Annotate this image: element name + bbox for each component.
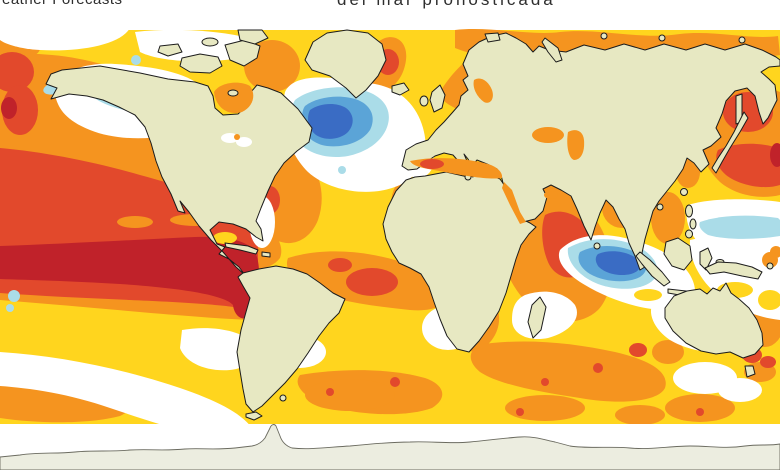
island-sumatra bbox=[635, 251, 671, 287]
island-svalbard bbox=[484, 32, 501, 43]
persian-gulf bbox=[544, 191, 558, 199]
page-title-fragment-en: eather Forecasts bbox=[2, 0, 123, 8]
hudson-bay bbox=[214, 82, 254, 114]
caspian-sea bbox=[567, 130, 585, 160]
continents bbox=[45, 29, 780, 421]
sumatra-cold-blob-core bbox=[595, 251, 641, 276]
island-tierra-del-fuego bbox=[245, 411, 263, 421]
island-britain bbox=[429, 84, 446, 113]
island-cuba bbox=[224, 242, 259, 255]
island-ellesmere bbox=[237, 29, 269, 45]
inland-seas bbox=[214, 78, 585, 224]
island-tasmania bbox=[744, 365, 756, 378]
west-mediterranean-warm bbox=[420, 159, 444, 169]
black-sea bbox=[532, 127, 564, 143]
island-philippines bbox=[685, 204, 693, 218]
red-sea bbox=[502, 182, 526, 224]
island-sulawesi bbox=[699, 247, 713, 271]
island-novaya-zemlya bbox=[541, 37, 563, 63]
island-japan bbox=[711, 111, 749, 174]
island-borneo bbox=[663, 237, 693, 271]
island-new-guinea bbox=[704, 261, 763, 280]
island-banks bbox=[157, 43, 183, 57]
island-victoria bbox=[179, 53, 223, 74]
kuroshio-warm bbox=[716, 143, 780, 188]
continent-greenland bbox=[304, 29, 387, 99]
ocean-very-strong-warm-regions bbox=[0, 97, 780, 319]
island-sri-lanka bbox=[593, 242, 601, 250]
continent-south-america bbox=[236, 265, 346, 413]
north-atlantic-cold-blob-core bbox=[308, 104, 353, 139]
island-hispaniola bbox=[261, 251, 271, 258]
island-hainan bbox=[656, 203, 664, 211]
el-nino-core-band bbox=[0, 236, 260, 319]
island-iceland bbox=[391, 82, 410, 96]
south-indian-warm-band bbox=[470, 341, 666, 402]
continent-australia bbox=[664, 282, 764, 359]
island-falkland bbox=[279, 394, 287, 402]
island-ireland bbox=[419, 95, 429, 107]
south-atlantic-neutral-west bbox=[180, 328, 254, 371]
continent-antarctica bbox=[0, 424, 780, 470]
map-title-fragment-es: del mar pronosticada bbox=[337, 0, 556, 10]
philippine-sea-cool-band bbox=[699, 215, 780, 239]
baltic-sea bbox=[473, 78, 493, 103]
antarctica bbox=[0, 424, 780, 470]
island-madagascar bbox=[527, 296, 547, 339]
island-taiwan bbox=[680, 188, 688, 196]
subtropical-south-pacific-neutral-band bbox=[0, 352, 252, 446]
